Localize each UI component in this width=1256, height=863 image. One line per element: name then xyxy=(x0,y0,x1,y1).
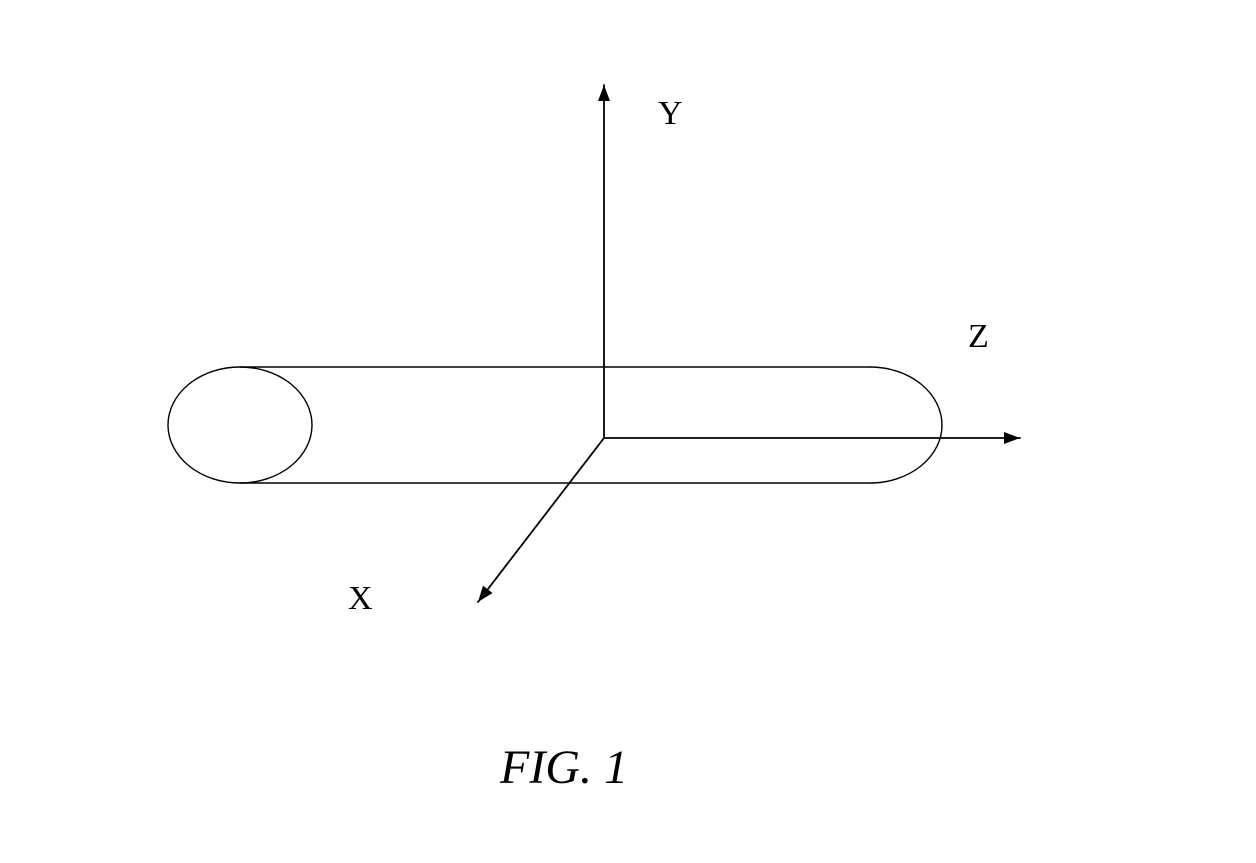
axis-label-x: X xyxy=(348,580,373,618)
axis-label-y: Y xyxy=(658,95,683,133)
cylinder-left-cap xyxy=(168,367,312,483)
axis-label-z: Z xyxy=(968,318,989,356)
figure-caption: FIG. 1 xyxy=(500,740,628,795)
axis-x xyxy=(478,438,604,602)
cylinder-right-cap xyxy=(870,367,942,483)
figure-canvas: Y Z X FIG. 1 xyxy=(0,0,1256,863)
figure-svg xyxy=(0,0,1256,863)
